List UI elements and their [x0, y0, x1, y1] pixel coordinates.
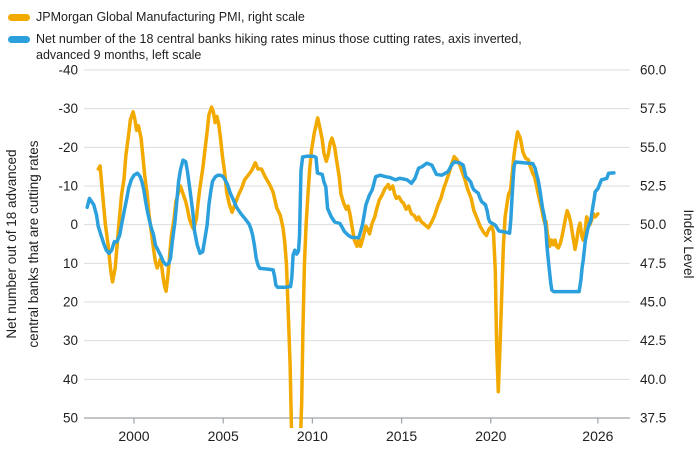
central-banks-legend-label: Net number of the 18 central banks hikin… [36, 31, 522, 63]
left-axis-tick-label: -40 [58, 63, 78, 78]
central-banks-legend-swatch [8, 35, 30, 43]
right-axis-tick-label: 37.5 [640, 411, 666, 426]
x-axis-tick-label: 2010 [297, 428, 328, 444]
left-axis-title: Net number out of 18 advanced [4, 149, 19, 338]
right-axis-tick-label: 60.0 [640, 63, 666, 78]
central-banks-line [85, 154, 616, 294]
x-axis-tick-label: 2005 [208, 428, 239, 444]
left-axis-tick-label: -20 [58, 140, 78, 155]
left-axis-tick-label: -10 [58, 179, 78, 194]
right-axis-tick-label: 42.5 [640, 333, 666, 348]
right-axis-title: Index Level [681, 209, 696, 278]
left-axis-tick-label: 50 [63, 411, 78, 426]
pmi-legend-swatch [8, 14, 30, 21]
left-axis-tick-label: 20 [63, 295, 78, 310]
right-axis-tick-label: 40.0 [640, 372, 666, 387]
left-axis-tick-label: 10 [63, 256, 78, 271]
legend-item-central-banks: Net number of the 18 central banks hikin… [8, 31, 522, 64]
legend-item-pmi: JPMorgan Global Manufacturing PMI, right… [8, 9, 522, 26]
right-axis-tick-label: 55.0 [640, 140, 666, 155]
pmi-legend-label: JPMorgan Global Manufacturing PMI, right… [36, 10, 305, 24]
left-axis-tick-label: 30 [63, 333, 78, 348]
right-axis-tick-label: 47.5 [640, 256, 666, 271]
x-axis-tick-label: 2026 [582, 428, 613, 444]
left-axis-tick-label: 0 [70, 217, 78, 232]
left-axis-tick-label: -30 [58, 101, 78, 116]
right-axis-tick-label: 52.5 [640, 179, 666, 194]
x-axis-tick-label: 2015 [386, 428, 417, 444]
right-axis-tick-label: 57.5 [640, 101, 666, 116]
x-axis-tick-label: 2000 [118, 428, 149, 444]
x-axis-tick-label: 2020 [475, 428, 506, 444]
gridlines [84, 69, 630, 419]
legend: JPMorgan Global Manufacturing PMI, right… [8, 9, 522, 69]
right-axis-tick-label: 45.0 [640, 295, 666, 310]
right-axis-tick-label: 50.0 [640, 217, 666, 232]
left-axis-tick-label: 40 [63, 372, 78, 387]
left-axis-title: central banks that are cutting rates [26, 140, 41, 347]
